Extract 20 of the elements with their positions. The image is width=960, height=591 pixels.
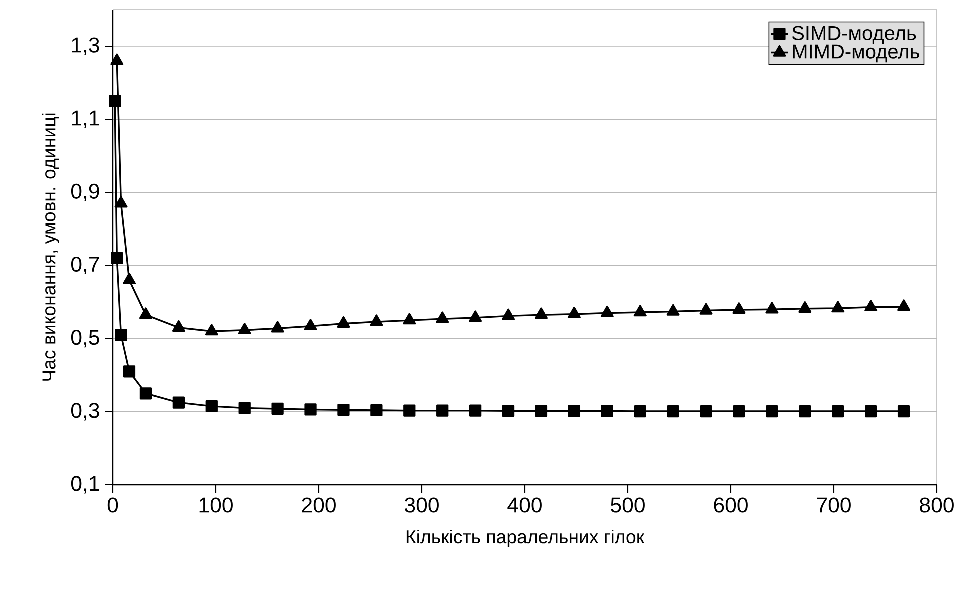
legend-label: SIMD-модель: [792, 26, 916, 44]
x-tick-label: 800: [920, 498, 954, 513]
x-tick-label: 500: [611, 498, 645, 513]
legend-label: MIMD-модель: [793, 44, 920, 63]
y-tick-label: 0,7: [71, 256, 100, 275]
x-tick-label: 300: [405, 498, 439, 513]
x-tick-label: 400: [508, 498, 542, 513]
x-tick-label: 700: [817, 498, 851, 513]
y-tick-label: 0,9: [71, 184, 100, 202]
x-tick-label: 0: [108, 498, 118, 513]
y-tick-label: 0,1: [71, 476, 100, 494]
x-tick-label: 600: [714, 498, 748, 513]
y-tick-label: 1,3: [72, 38, 100, 56]
y-tick-label: 0,3: [71, 403, 100, 421]
x-axis-title: Кількість паралельних гілок: [406, 530, 645, 548]
y-tick-label: 0,5: [71, 330, 100, 348]
x-tick-label: 200: [302, 498, 336, 513]
y-axis-title: Час виконання, умовн. одиниці: [42, 114, 60, 381]
y-tick-label: 1,1: [72, 110, 100, 128]
x-tick-label: 100: [200, 498, 233, 513]
